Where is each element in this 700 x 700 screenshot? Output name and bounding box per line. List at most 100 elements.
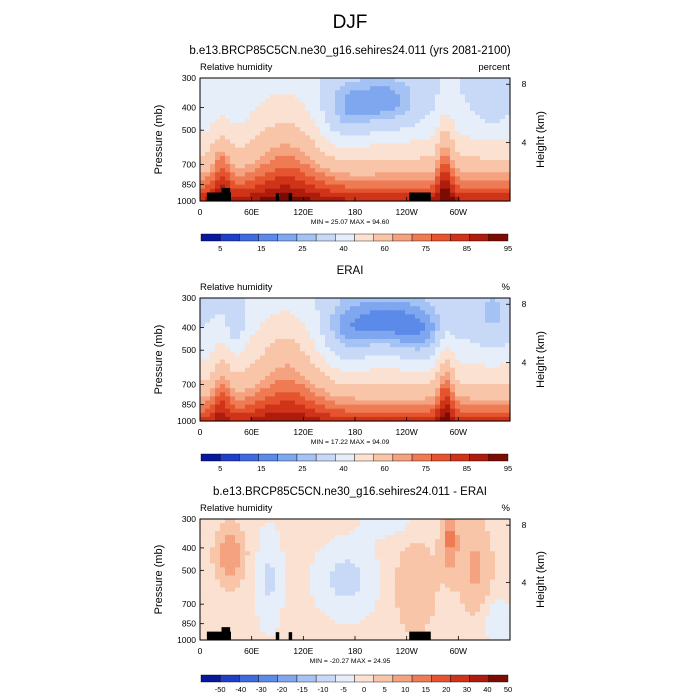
heatmap-cell	[310, 583, 316, 589]
heatmap-cell	[320, 559, 326, 564]
heatmap-cell	[295, 160, 301, 165]
heatmap-cell	[285, 363, 291, 369]
heatmap-cell	[500, 306, 506, 311]
heatmap-cell	[400, 86, 406, 91]
colorbar-swatch	[392, 453, 413, 462]
heatmap-cell	[405, 543, 411, 548]
heatmap-cell	[405, 192, 411, 198]
heatmap-cell	[275, 302, 281, 307]
heatmap-cell	[350, 322, 356, 328]
heatmap-cell	[315, 392, 321, 397]
heatmap-cell	[375, 412, 381, 418]
heatmap-cell	[370, 310, 376, 315]
heatmap-cell	[280, 106, 286, 112]
heatmap-cell	[245, 298, 251, 303]
heatmap-cell	[405, 527, 411, 532]
x-tick-label: 60E	[244, 427, 259, 437]
heatmap-cell	[505, 98, 511, 104]
heatmap-cell	[215, 298, 221, 303]
heatmap-cell	[240, 322, 246, 328]
heatmap-cell	[340, 523, 346, 528]
heatmap-cell	[440, 380, 446, 385]
colorbar-label: 40	[339, 244, 347, 253]
heatmap-cell	[255, 172, 261, 177]
heatmap-cell	[265, 547, 271, 552]
heatmap-cell	[340, 535, 346, 540]
heatmap-cell	[260, 160, 266, 165]
heatmap-cell	[470, 326, 476, 332]
heatmap-cell	[410, 363, 416, 369]
heatmap-cell	[235, 375, 241, 381]
heatmap-cell	[260, 86, 266, 91]
heatmap-cell	[475, 86, 481, 91]
heatmap-cell	[250, 326, 256, 332]
heatmap-cell	[290, 298, 296, 303]
heatmap-cell	[225, 306, 231, 311]
heatmap-cell	[275, 180, 281, 186]
heatmap-cell	[390, 131, 396, 136]
heatmap-cell	[445, 367, 451, 373]
heatmap-cell	[365, 164, 371, 169]
heatmap-cell	[295, 172, 301, 177]
heatmap-cell	[450, 384, 456, 389]
heatmap-cell	[245, 404, 251, 410]
heatmap-cell	[360, 396, 366, 402]
heatmap-cell	[290, 559, 296, 564]
heatmap-cell	[345, 94, 351, 100]
heatmap-cell	[415, 322, 421, 328]
heatmap-cell	[435, 302, 441, 307]
heatmap-cell	[270, 392, 276, 397]
heatmap-cell	[210, 539, 216, 544]
heatmap-cell	[310, 184, 316, 190]
heatmap-cell	[410, 119, 416, 124]
heatmap-cell	[460, 318, 466, 324]
heatmap-cell	[330, 90, 336, 95]
heatmap-cell	[345, 310, 351, 315]
heatmap-cell	[350, 147, 356, 153]
heatmap-cell	[505, 404, 511, 410]
heatmap-cell	[310, 400, 316, 406]
heatmap-cell	[220, 143, 226, 149]
heatmap-cell	[270, 343, 276, 348]
heatmap-cell	[260, 135, 266, 141]
chart-title: ERAI	[337, 265, 364, 277]
heatmap-cell	[415, 571, 421, 577]
heatmap-cell	[505, 579, 511, 585]
heatmap-cell	[215, 131, 221, 136]
heatmap-cell	[390, 343, 396, 348]
heatmap-cell	[440, 535, 446, 540]
heatmap-cell	[400, 363, 406, 369]
heatmap-cell	[295, 127, 301, 132]
heatmap-cell	[475, 310, 481, 315]
heatmap-cell	[200, 172, 206, 177]
heatmap-cell	[490, 139, 496, 145]
heatmap-cell	[260, 412, 266, 418]
heatmap-cell	[270, 164, 276, 169]
heatmap-cell	[210, 127, 216, 132]
heatmap-cell	[230, 188, 236, 194]
heatmap-cell	[375, 172, 381, 177]
heatmap-cell	[450, 583, 456, 589]
heatmap-cell	[435, 90, 441, 95]
heatmap-cell	[315, 151, 321, 157]
heatmap-cell	[490, 196, 496, 202]
heatmap-cell	[260, 587, 266, 593]
heatmap-cell	[240, 563, 246, 568]
heatmap-cell	[450, 322, 456, 328]
heatmap-cell	[230, 131, 236, 136]
heatmap-cell	[270, 539, 276, 544]
heatmap-cell	[390, 527, 396, 532]
heatmap-cell	[275, 78, 281, 83]
heatmap-cell	[215, 139, 221, 145]
heatmap-cell	[420, 355, 426, 361]
heatmap-cell	[355, 82, 361, 87]
heatmap-cell	[500, 579, 506, 585]
heatmap-cell	[385, 559, 391, 564]
heatmap-cell	[360, 559, 366, 564]
heatmap-cell	[435, 551, 441, 556]
heatmap-cell	[330, 575, 336, 581]
heatmap-cell	[485, 412, 491, 418]
heatmap-cell	[220, 94, 226, 100]
heatmap-cell	[340, 343, 346, 348]
heatmap-cell	[265, 400, 271, 406]
